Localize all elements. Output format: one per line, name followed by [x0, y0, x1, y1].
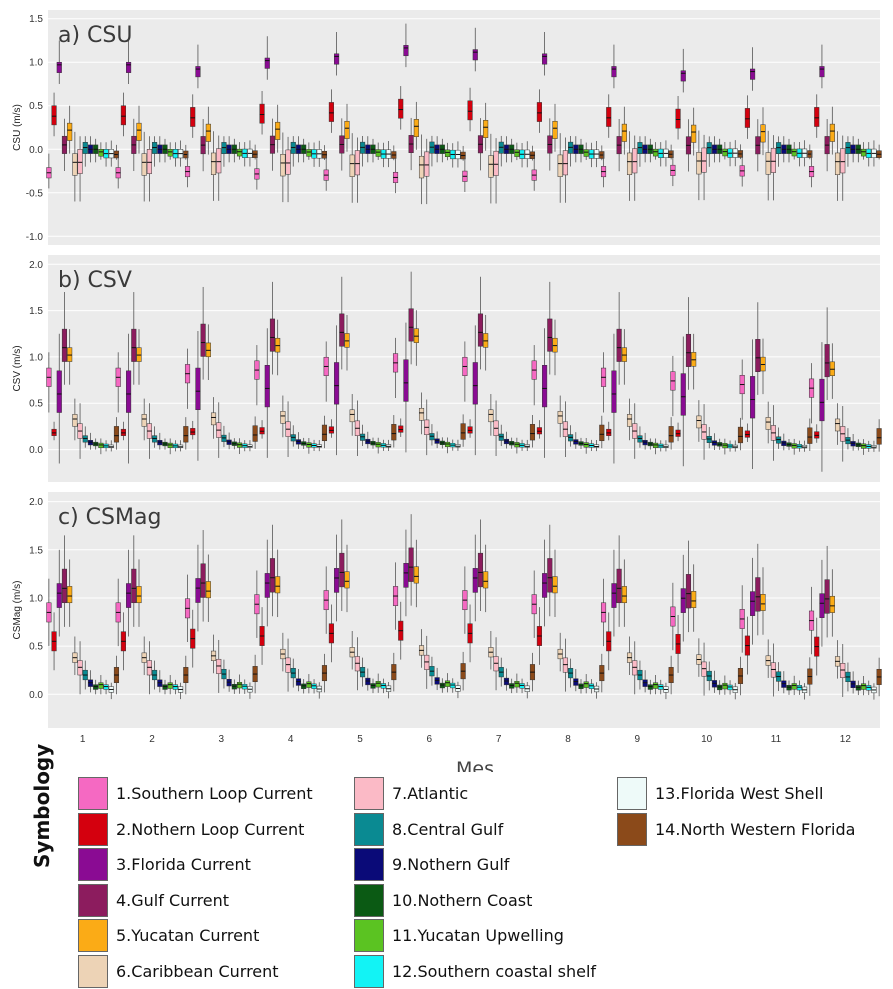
- legend-item: 8.Central Gulf: [354, 812, 596, 848]
- y-tick-label: 0.5: [29, 642, 43, 653]
- x-tick-label: 12: [840, 734, 852, 745]
- x-tick-label: 3: [219, 734, 225, 745]
- legend-swatch: [354, 884, 384, 917]
- x-tick-label: 9: [635, 734, 641, 745]
- legend-label: 1.Southern Loop Current: [116, 784, 313, 803]
- legend: Symbology 1.Southern Loop Current 2.Nothe…: [0, 772, 893, 986]
- legend-swatch: [78, 919, 108, 952]
- x-tick-label: 1: [80, 734, 86, 745]
- legend-item: 9.Nothern Gulf: [354, 847, 596, 883]
- legend-item: 1.Southern Loop Current: [78, 776, 313, 812]
- x-tick-label: 7: [496, 734, 502, 745]
- legend-item: 3.Florida Current: [78, 847, 313, 883]
- legend-item: 12.Southern coastal shelf: [354, 954, 596, 989]
- legend-label: 5.Yucatan Current: [116, 926, 259, 945]
- legend-item: 2.Nothern Loop Current: [78, 812, 313, 848]
- legend-item: 7.Atlantic: [354, 776, 596, 812]
- panel-title: c) CSMag: [58, 505, 161, 530]
- legend-item: 5.Yucatan Current: [78, 918, 313, 954]
- legend-label: 10.Nothern Coast: [392, 891, 532, 910]
- y-tick-label: 2.0: [29, 260, 43, 271]
- legend-label: 11.Yucatan Upwelling: [392, 926, 564, 945]
- plot-background: [48, 10, 880, 245]
- y-tick-label: 0.0: [29, 445, 43, 456]
- y-tick-label: 1.0: [29, 593, 43, 604]
- y-tick-label: 0.5: [29, 399, 43, 410]
- legend-item: 14.North Western Florida: [617, 812, 855, 848]
- legend-swatch: [78, 884, 108, 917]
- legend-swatch: [78, 777, 108, 810]
- legend-item: 11.Yucatan Upwelling: [354, 918, 596, 954]
- y-tick-label: 1.5: [29, 14, 43, 25]
- x-tick-label: 4: [288, 734, 294, 745]
- legend-column-3: 13.Florida West Shell 14.North Western Fl…: [617, 776, 855, 847]
- legend-item: 13.Florida West Shell: [617, 776, 855, 812]
- x-tick-label: 6: [427, 734, 433, 745]
- x-axis-label: Mes: [456, 758, 494, 772]
- legend-swatch: [78, 848, 108, 881]
- panel-title: a) CSU: [58, 23, 133, 48]
- legend-column-1: 1.Southern Loop Current 2.Nothern Loop Cu…: [78, 776, 313, 989]
- y-tick-label: 0.0: [29, 690, 43, 701]
- legend-item: 6.Caribbean Current: [78, 954, 313, 989]
- panel-csu: -1.0 -0.5 0.0 0.5 1.0 1.5 a) CSU CSU (m/s): [12, 10, 881, 245]
- y-tick-label: 0.5: [29, 101, 43, 112]
- y-tick-label: 0.0: [29, 145, 43, 156]
- legend-swatch: [78, 813, 108, 846]
- legend-item: 4.Gulf Current: [78, 883, 313, 919]
- y-tick-label: 1.5: [29, 545, 43, 556]
- x-tick-label: 5: [357, 734, 363, 745]
- y-tick-label: 2.0: [29, 497, 43, 508]
- y-tick-label: -1.0: [26, 232, 44, 243]
- legend-label: 7.Atlantic: [392, 784, 468, 803]
- y-tick-label: 1.0: [29, 352, 43, 363]
- legend-swatch: [354, 777, 384, 810]
- y-tick-label: 1.0: [29, 58, 43, 69]
- y-axis-label: CSMag (m/s): [12, 581, 23, 640]
- legend-swatch: [617, 777, 647, 810]
- x-tick-label: 8: [565, 734, 571, 745]
- legend-swatch: [354, 813, 384, 846]
- panel-title: b) CSV: [58, 268, 132, 293]
- legend-label: 2.Nothern Loop Current: [116, 820, 304, 839]
- y-tick-label: 1.5: [29, 306, 43, 317]
- legend-swatch: [78, 955, 108, 988]
- legend-item: 10.Nothern Coast: [354, 883, 596, 919]
- legend-label: 4.Gulf Current: [116, 891, 229, 910]
- legend-title: Symbology: [30, 828, 54, 868]
- x-tick-label: 2: [149, 734, 155, 745]
- y-axis-label: CSV (m/s): [12, 345, 23, 391]
- legend-label: 12.Southern coastal shelf: [392, 962, 596, 981]
- y-tick-label: -0.5: [26, 188, 44, 199]
- x-tick-label: 10: [701, 734, 713, 745]
- legend-label: 8.Central Gulf: [392, 820, 503, 839]
- legend-swatch: [354, 919, 384, 952]
- y-axis-label: CSU (m/s): [12, 104, 23, 151]
- legend-label: 13.Florida West Shell: [655, 784, 823, 803]
- legend-swatch: [354, 955, 384, 988]
- legend-label: 3.Florida Current: [116, 855, 251, 874]
- legend-swatch: [354, 848, 384, 881]
- legend-label: 9.Nothern Gulf: [392, 855, 509, 874]
- panel-csv: 0.0 0.5 1.0 1.5 2.0 b) CSV CSV (m/s): [12, 255, 881, 482]
- x-tick-label: 11: [771, 734, 782, 745]
- legend-column-2: 7.Atlantic 8.Central Gulf 9.Nothern Gulf 10…: [354, 776, 596, 989]
- legend-label: 6.Caribbean Current: [116, 962, 279, 981]
- legend-label: 14.North Western Florida: [655, 820, 855, 839]
- legend-swatch: [617, 813, 647, 846]
